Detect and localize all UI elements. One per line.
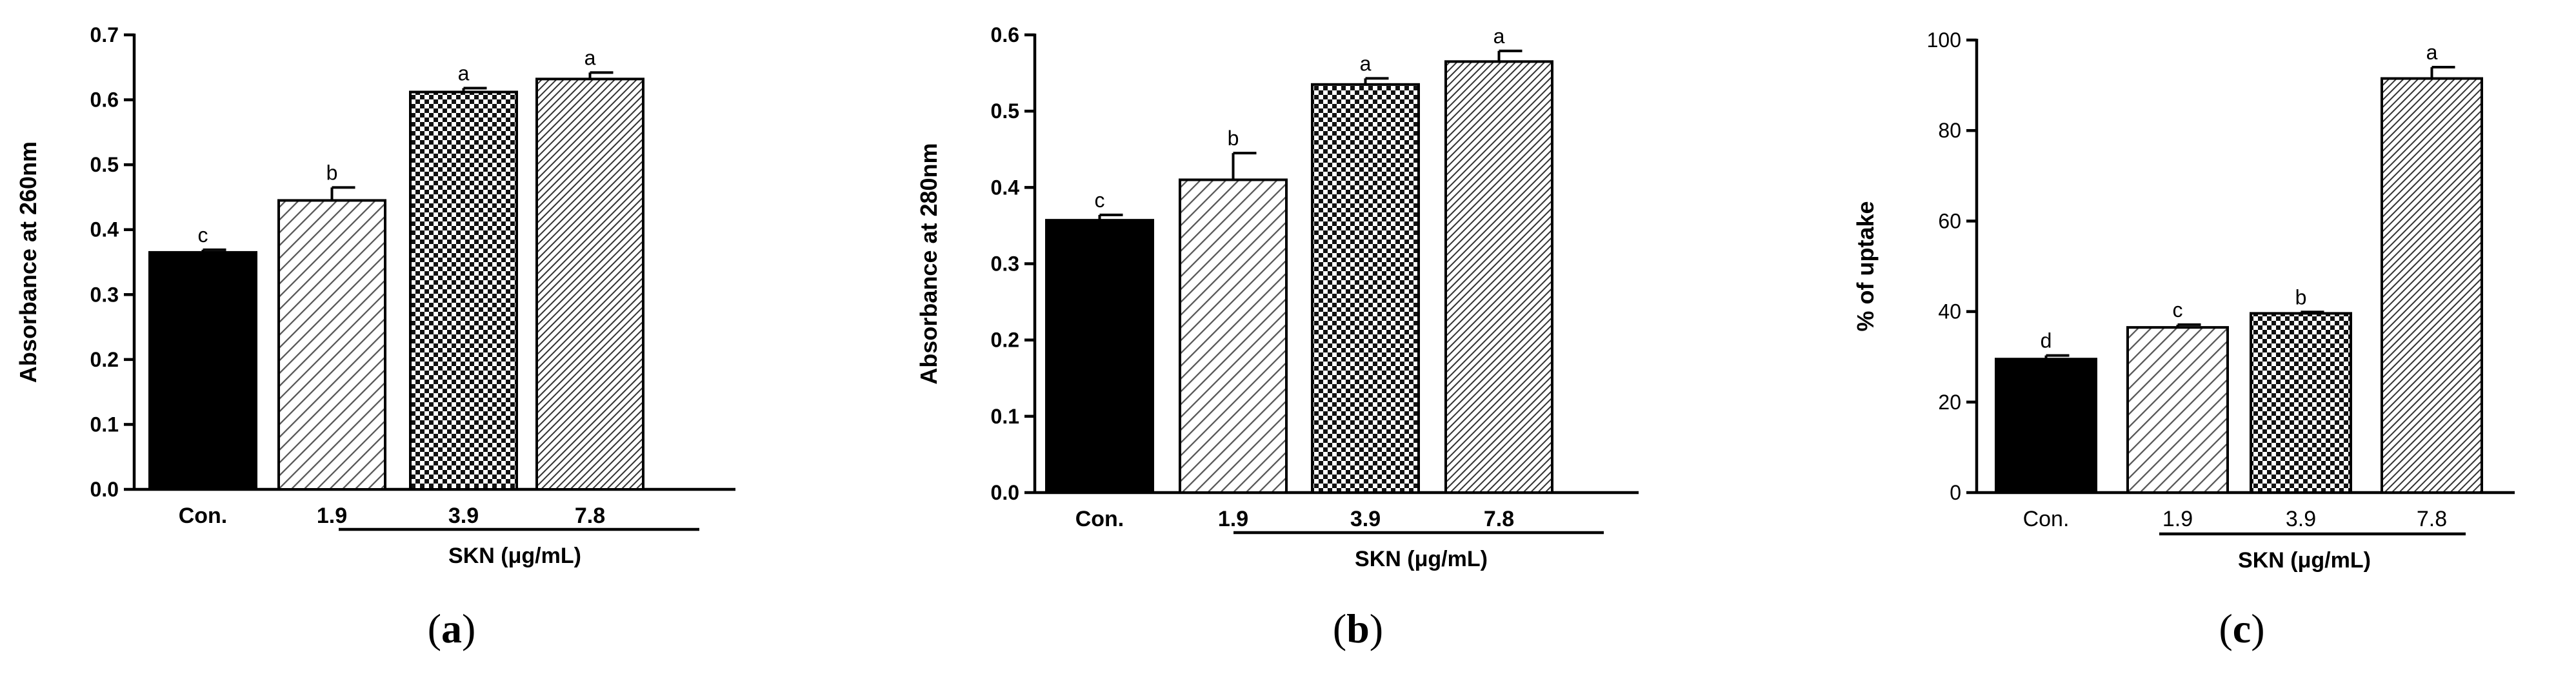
caption-open-paren: ( — [2219, 606, 2232, 651]
x-group-label: SKN (μg/mL) — [1355, 547, 1488, 571]
y-tick-label: 40 — [1938, 300, 1961, 323]
x-category-label: 3.9 — [448, 504, 479, 528]
panel-caption: (c) — [2219, 606, 2264, 651]
y-tick-label: 0.0 — [90, 478, 119, 501]
significance-label: b — [326, 161, 338, 184]
bar-78 — [535, 77, 644, 491]
y-tick-label: 0.3 — [90, 283, 119, 306]
bar-39 — [2250, 312, 2352, 494]
caption-open-paren: ( — [1333, 606, 1346, 651]
caption-letter: b — [1346, 606, 1370, 651]
y-tick-label: 0.4 — [991, 176, 1020, 199]
caption-letter: c — [2233, 606, 2251, 651]
y-tick-label: 0.2 — [90, 348, 119, 371]
panel-caption: (b) — [1333, 606, 1383, 651]
x-category-label: 7.8 — [2417, 507, 2447, 531]
x-category-label: Con. — [2023, 507, 2070, 531]
bar-Con — [1045, 219, 1154, 494]
panel-caption: (a) — [428, 606, 476, 651]
bar-78 — [1444, 60, 1553, 494]
y-tick-label: 0.3 — [991, 252, 1019, 276]
significance-label: a — [2426, 41, 2438, 64]
significance-label: a — [1493, 25, 1505, 48]
panel-b: 0.0 0.1 0.2 0.3 0.4 0.5 0.6 Absorbance at 280nm… — [915, 23, 1639, 651]
bar-19 — [277, 199, 386, 491]
bar-39 — [1311, 83, 1420, 494]
y-tick-label: 0 — [1950, 481, 1961, 504]
x-category-label: 3.9 — [2286, 507, 2316, 531]
bar-19 — [2126, 326, 2229, 495]
y-tick-label: 20 — [1938, 391, 1961, 414]
y-tick-label: 0.0 — [991, 481, 1019, 504]
caption-close-paren: ) — [2251, 606, 2264, 651]
y-axis-title: Absorbance at 280nm — [915, 143, 942, 384]
y-tick-label: 0.7 — [90, 23, 119, 46]
caption-close-paren: ) — [462, 606, 475, 651]
caption-letter: a — [441, 606, 462, 651]
bar-Con — [148, 250, 257, 491]
y-tick-label: 0.5 — [90, 153, 119, 176]
y-tick-label: 0.1 — [90, 413, 119, 436]
caption-close-paren: ) — [1370, 606, 1383, 651]
x-group-label: SKN (μg/mL) — [448, 544, 581, 568]
chart-panels: 0.0 0.1 0.2 0.3 0.4 0.5 0.6 0.7 Absorbance at 26… — [15, 23, 2515, 651]
significance-label: b — [2295, 285, 2307, 309]
x-group-label: SKN (μg/mL) — [2238, 548, 2371, 573]
significance-label: a — [1360, 52, 1372, 75]
significance-label: a — [458, 61, 470, 85]
bar-78 — [2381, 77, 2483, 494]
x-category-label: 7.8 — [575, 504, 605, 528]
y-tick-label: 80 — [1938, 119, 1961, 142]
y-tick-label: 0.2 — [991, 329, 1019, 352]
y-axis-title: Absorbance at 260nm — [15, 141, 41, 383]
x-category-label: 3.9 — [1350, 507, 1381, 531]
significance-label: b — [1228, 127, 1239, 150]
y-tick-label: 100 — [1927, 28, 1961, 52]
x-category-label: 1.9 — [1218, 507, 1248, 531]
bar-39 — [409, 90, 518, 491]
y-axis-title: % of uptake — [1852, 201, 1879, 331]
y-tick-label: 60 — [1938, 209, 1961, 232]
y-tick-label: 0.1 — [991, 405, 1019, 428]
significance-label: d — [2041, 329, 2052, 352]
y-tick-label: 0.4 — [90, 218, 119, 241]
significance-label: a — [584, 46, 596, 69]
x-category-label: 1.9 — [2162, 507, 2193, 531]
y-tick-label: 0.5 — [991, 99, 1019, 123]
caption-open-paren: ( — [428, 606, 441, 651]
y-tick-label: 0.6 — [991, 23, 1019, 46]
bar-Con — [1995, 358, 2097, 495]
x-category-label: 7.8 — [1484, 507, 1514, 531]
significance-label: c — [2173, 298, 2183, 322]
bar-19 — [1179, 178, 1288, 494]
y-tick-label: 0.6 — [90, 88, 119, 112]
significance-label: c — [1095, 189, 1105, 212]
x-category-label: Con. — [179, 504, 228, 528]
panel-a: 0.0 0.1 0.2 0.3 0.4 0.5 0.6 0.7 Absorbance at 26… — [15, 23, 735, 651]
panel-c: 0 20 40 60 80 100 % of uptake d Con. c 1.9 b 3.9 a 7.8… — [1852, 28, 2515, 651]
x-category-label: Con. — [1075, 507, 1124, 531]
x-category-label: 1.9 — [317, 504, 347, 528]
significance-label: c — [198, 223, 208, 247]
